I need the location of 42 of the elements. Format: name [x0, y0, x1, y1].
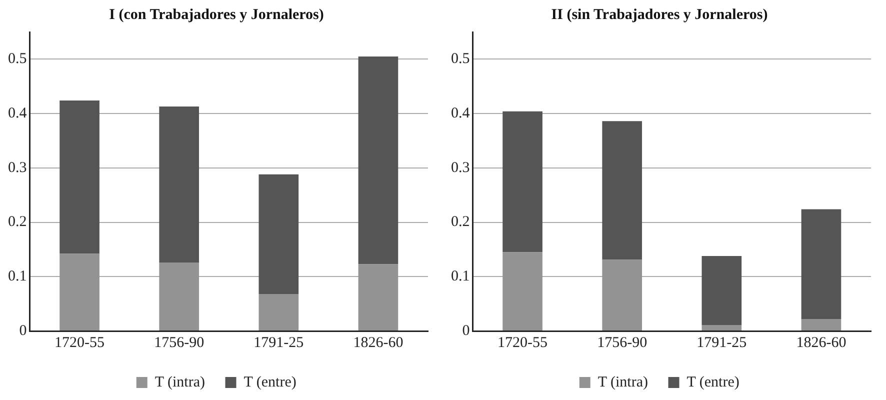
- y-tick-label: 0.4: [451, 105, 470, 122]
- x-tick-label: 1756-90: [597, 334, 648, 351]
- bar: [602, 260, 642, 330]
- y-tick-label: 0.5: [8, 51, 27, 68]
- bar: [702, 256, 742, 326]
- chart-title: I (con Trabajadores y Jornaleros): [109, 6, 324, 23]
- bar: [702, 325, 742, 330]
- bar: [502, 111, 542, 252]
- bar: [60, 254, 100, 330]
- y-tick-label: 0.5: [451, 51, 470, 68]
- y-tick-label: 0.3: [8, 160, 27, 176]
- bar: [502, 252, 542, 330]
- x-tick-label: 1791-25: [254, 334, 304, 351]
- x-tick-label: 1826-60: [796, 334, 846, 351]
- bar: [801, 209, 842, 320]
- chart-title: II (sin Trabajadores y Jornaleros): [551, 6, 768, 23]
- bar: [159, 106, 200, 262]
- bar: [258, 294, 299, 330]
- x-tick-label: 1720-55: [498, 334, 548, 351]
- y-tick-label: 0: [462, 322, 470, 339]
- bar: [801, 319, 842, 330]
- legend-label: T (intra): [598, 374, 648, 390]
- y-tick-label: 0.1: [451, 268, 470, 285]
- bar: [358, 56, 398, 264]
- x-tick-label: 1756-90: [154, 334, 204, 351]
- bar: [258, 174, 299, 294]
- x-tick-label: 1791-25: [696, 334, 747, 351]
- legend-label: T (entre): [244, 374, 296, 390]
- y-tick-label: 0.2: [451, 214, 470, 230]
- bar: [358, 264, 398, 330]
- y-tick-label: 0.3: [451, 160, 470, 176]
- bar: [602, 121, 642, 260]
- y-tick-label: 0.4: [8, 105, 28, 122]
- bar: [60, 100, 100, 254]
- y-tick-label: 0: [19, 322, 27, 339]
- legend-label: T (intra): [154, 374, 205, 390]
- y-tick-label: 0.1: [8, 268, 27, 285]
- x-tick-label: 1720-55: [54, 334, 105, 351]
- x-tick-label: 1826-60: [353, 334, 404, 351]
- legend-label: T (entre): [686, 374, 740, 390]
- y-tick-label: 0.2: [8, 214, 27, 230]
- bar: [159, 262, 200, 330]
